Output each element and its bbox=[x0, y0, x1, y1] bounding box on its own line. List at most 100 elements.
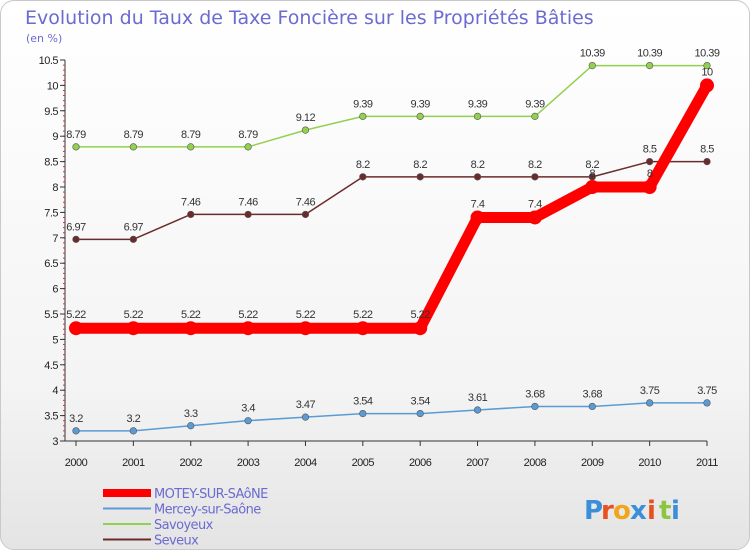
y-tick-label: 7.5 bbox=[44, 207, 58, 219]
data-label: 9.39 bbox=[410, 98, 430, 110]
data-label: 5.22 bbox=[238, 309, 258, 321]
y-tick-label: 8 bbox=[52, 182, 58, 194]
legend: MOTEY-SUR-SAôNEMercey-sur-SaôneSavoyeuxS… bbox=[103, 487, 269, 549]
y-tick-label: 3.5 bbox=[44, 411, 58, 423]
data-label: 3.54 bbox=[410, 396, 430, 408]
legend-label: MOTEY-SUR-SAôNE bbox=[154, 487, 268, 502]
y-tick-label: 4.5 bbox=[44, 360, 58, 372]
data-label: 6.97 bbox=[124, 221, 144, 233]
x-tick-label: 2000 bbox=[65, 457, 88, 469]
series-point bbox=[473, 112, 482, 120]
series-point bbox=[703, 61, 711, 70]
series-point bbox=[301, 413, 310, 421]
data-label: 3.54 bbox=[353, 396, 373, 408]
data-label: 9.12 bbox=[296, 112, 316, 124]
data-label: 3.68 bbox=[583, 388, 603, 400]
series-point bbox=[244, 417, 252, 425]
logo-letter: o bbox=[613, 496, 631, 526]
series-line-1 bbox=[75, 402, 708, 432]
data-label: 7.46 bbox=[238, 196, 258, 208]
series-line-0 bbox=[70, 79, 713, 334]
y-tick-label: 4 bbox=[52, 385, 58, 397]
series-point bbox=[416, 173, 424, 181]
y-tick-label: 7 bbox=[52, 233, 58, 245]
series-point bbox=[187, 422, 195, 430]
series-point bbox=[187, 210, 195, 219]
series-point bbox=[72, 235, 80, 243]
series-point bbox=[473, 406, 482, 414]
series-point bbox=[703, 158, 711, 166]
data-label: 3.61 bbox=[468, 392, 488, 404]
series-point bbox=[72, 427, 80, 435]
data-label: 5.22 bbox=[353, 309, 373, 321]
x-tick-label: 2008 bbox=[524, 457, 547, 469]
chart-title: Evolution du Taux de Taxe Foncière sur l… bbox=[25, 7, 594, 29]
y-tick-label: 6.5 bbox=[44, 258, 58, 270]
series-point bbox=[126, 321, 141, 336]
data-label: 3.68 bbox=[525, 388, 545, 400]
data-label: 3.47 bbox=[296, 399, 316, 411]
data-label: 8.79 bbox=[66, 129, 86, 141]
data-label: 7.46 bbox=[181, 196, 201, 208]
series-point bbox=[183, 321, 198, 336]
logo-letter: P bbox=[584, 496, 603, 526]
series-point bbox=[413, 321, 428, 336]
data-label: 8.5 bbox=[643, 144, 657, 156]
series-point bbox=[129, 143, 137, 151]
data-label: 7.4 bbox=[528, 198, 542, 210]
data-label: 9.39 bbox=[468, 98, 488, 110]
series-point bbox=[531, 402, 539, 411]
series-point bbox=[700, 78, 714, 93]
series-point bbox=[703, 399, 711, 407]
series-point bbox=[301, 126, 310, 134]
data-label: 7.46 bbox=[296, 196, 316, 208]
data-label: 8.2 bbox=[356, 159, 370, 171]
legend-label: Seveux bbox=[154, 534, 199, 549]
series-layer bbox=[69, 61, 714, 435]
series-point bbox=[473, 173, 482, 181]
data-label: 8.5 bbox=[700, 144, 714, 156]
series-point bbox=[642, 180, 657, 194]
x-tick-label: 2009 bbox=[581, 457, 604, 469]
data-label: 3.75 bbox=[640, 385, 660, 397]
series-point bbox=[355, 321, 370, 336]
data-label: 3.3 bbox=[184, 408, 198, 420]
data-label: 8 bbox=[647, 168, 653, 180]
x-tick-label: 2006 bbox=[409, 457, 432, 469]
y-tick-label: 6 bbox=[52, 284, 58, 296]
y-tick-label: 5.5 bbox=[44, 309, 58, 321]
data-label: 5.22 bbox=[124, 309, 144, 321]
series-point bbox=[531, 173, 539, 181]
y-tick-label: 9 bbox=[52, 131, 58, 143]
data-label: 10 bbox=[701, 66, 713, 78]
data-label: 3.4 bbox=[241, 403, 255, 415]
data-label: 5.22 bbox=[410, 309, 430, 321]
legend-label: Mercey-sur-Saône bbox=[154, 503, 261, 518]
legend-label: Savoyeux bbox=[154, 518, 214, 533]
data-label: 5.22 bbox=[66, 309, 86, 321]
y-tick-label: 10.5 bbox=[39, 55, 59, 67]
data-label: 8.79 bbox=[124, 129, 144, 141]
data-label: 3.2 bbox=[126, 413, 140, 425]
series-point bbox=[72, 143, 80, 151]
data-label: 8.79 bbox=[181, 129, 201, 141]
series-point bbox=[359, 112, 367, 120]
x-tick-label: 2004 bbox=[294, 457, 317, 469]
data-label: 8.2 bbox=[585, 159, 599, 171]
y-tick-label: 3 bbox=[52, 436, 58, 448]
x-tick-label: 2001 bbox=[122, 457, 145, 469]
data-label: 5.22 bbox=[181, 309, 201, 321]
data-label: 6.97 bbox=[66, 221, 86, 233]
y-tick-label: 8.5 bbox=[44, 157, 58, 169]
data-label: 3.2 bbox=[69, 413, 83, 425]
series-point bbox=[298, 321, 313, 336]
series-point bbox=[359, 173, 367, 181]
series-point bbox=[359, 409, 367, 418]
data-label: 8.2 bbox=[413, 159, 427, 171]
x-tick-label: 2003 bbox=[237, 457, 260, 469]
series-point bbox=[69, 321, 83, 336]
series-line-2 bbox=[75, 64, 708, 148]
